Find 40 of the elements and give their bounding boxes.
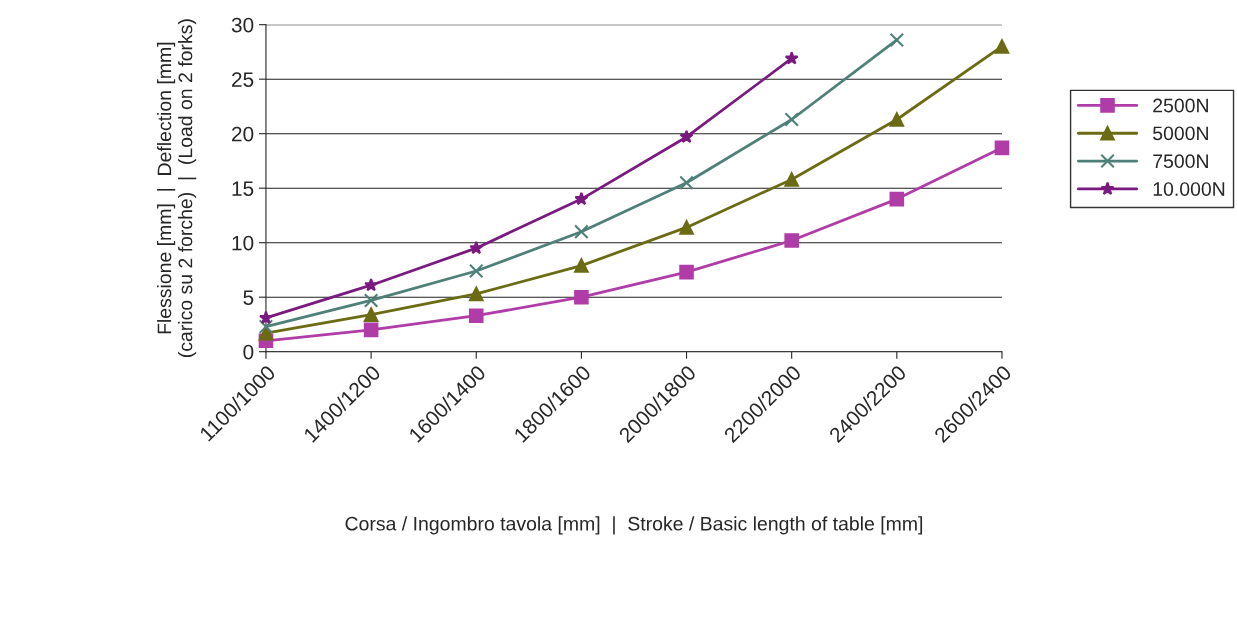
y-tick-label: 20 bbox=[232, 126, 254, 142]
point bbox=[574, 258, 589, 273]
legend-label: 5000N bbox=[1153, 126, 1208, 141]
point bbox=[574, 289, 589, 305]
point bbox=[784, 233, 799, 248]
point bbox=[889, 112, 905, 127]
point bbox=[574, 191, 589, 206]
point bbox=[364, 277, 379, 292]
point bbox=[679, 220, 694, 235]
y-axis-title: Flessione [mm] | Deflection [mm] (carico su 2 forche) | (Load on 2 forks) bbox=[157, 19, 197, 357]
point bbox=[889, 32, 905, 48]
point bbox=[784, 51, 799, 65]
point bbox=[784, 172, 799, 187]
point bbox=[679, 175, 694, 191]
point bbox=[784, 112, 799, 127]
y-tick-label: 30 bbox=[231, 17, 254, 33]
y-tick-label: 10 bbox=[232, 235, 254, 251]
x-axis-title: Corsa / Ingombro tavola [mm] | Stroke / Basic length of table [mm] bbox=[345, 516, 923, 535]
point bbox=[363, 307, 379, 322]
point bbox=[994, 140, 1010, 156]
point bbox=[468, 308, 484, 324]
y-tick-label: 25 bbox=[232, 72, 254, 87]
point bbox=[258, 319, 274, 334]
y-tick-label: 0 bbox=[243, 344, 254, 360]
point bbox=[679, 264, 694, 280]
point bbox=[574, 224, 589, 240]
point bbox=[994, 39, 1010, 54]
point bbox=[468, 263, 484, 279]
legend-label: 7500N bbox=[1153, 154, 1208, 169]
y-tick-label: 15 bbox=[232, 181, 254, 196]
point bbox=[258, 310, 273, 324]
point bbox=[468, 286, 484, 302]
point bbox=[679, 129, 694, 144]
point bbox=[363, 322, 379, 338]
y-tick-label: 5 bbox=[243, 290, 254, 305]
point bbox=[469, 240, 484, 255]
point bbox=[889, 191, 905, 207]
legend-label: 10.000N bbox=[1153, 182, 1225, 196]
legend-label: 2500N bbox=[1153, 98, 1208, 113]
point bbox=[363, 293, 379, 308]
